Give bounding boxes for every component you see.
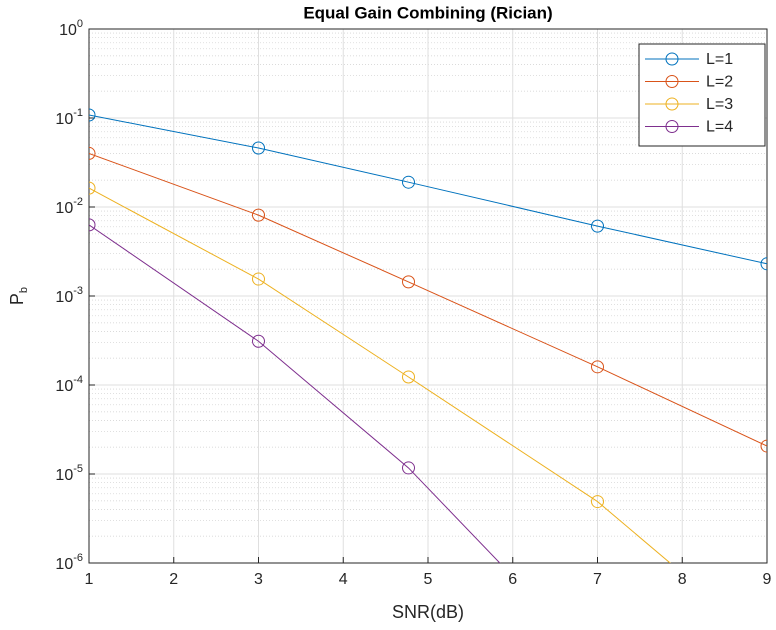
y-tick-label: 100 bbox=[59, 18, 83, 39]
data-point bbox=[252, 141, 265, 155]
x-tick-label: 1 bbox=[85, 571, 94, 588]
data-point bbox=[591, 495, 604, 509]
y-tick-label: 10-1 bbox=[55, 107, 83, 128]
data-point bbox=[591, 219, 604, 233]
x-axis-label: SNR(dB) bbox=[392, 602, 464, 622]
y-tick-label: 10-4 bbox=[55, 374, 83, 395]
plot-area bbox=[89, 108, 767, 563]
x-tick-label: 8 bbox=[678, 571, 687, 588]
data-point bbox=[760, 439, 767, 453]
data-point bbox=[89, 181, 96, 195]
data-point bbox=[89, 146, 96, 160]
legend-label: L=4 bbox=[706, 119, 733, 136]
x-tick-label: 3 bbox=[254, 571, 263, 588]
legend-label: L=3 bbox=[706, 96, 733, 113]
data-point bbox=[89, 218, 96, 232]
data-point bbox=[252, 208, 265, 222]
data-point bbox=[89, 108, 96, 122]
x-tick-label: 9 bbox=[763, 571, 772, 588]
y-tick-label: 10-5 bbox=[55, 463, 83, 484]
series-line bbox=[89, 224, 501, 563]
legend-box bbox=[638, 43, 766, 147]
series-line bbox=[89, 114, 767, 265]
data-point bbox=[402, 370, 416, 384]
x-tick-label: 5 bbox=[424, 571, 433, 588]
x-tick-label: 2 bbox=[169, 571, 178, 588]
legend-label: L=1 bbox=[706, 51, 733, 68]
legend-marker bbox=[665, 97, 679, 111]
data-point bbox=[402, 461, 416, 475]
data-point bbox=[402, 275, 416, 289]
data-point bbox=[402, 175, 416, 189]
data-point bbox=[252, 334, 265, 348]
y-tick-label: 10-2 bbox=[55, 196, 83, 217]
y-axis-label: Pb bbox=[7, 287, 30, 305]
x-tick-label: 4 bbox=[339, 571, 348, 588]
legend-label: L=2 bbox=[706, 74, 733, 91]
chart-title: Equal Gain Combining (Rician) bbox=[303, 3, 552, 22]
legend-marker bbox=[665, 52, 679, 66]
series-line bbox=[89, 187, 671, 563]
data-point bbox=[591, 360, 604, 374]
y-tick-label: 10-3 bbox=[55, 285, 83, 306]
x-tick-label: 7 bbox=[593, 571, 602, 588]
legend-marker bbox=[665, 120, 679, 133]
data-point bbox=[760, 257, 767, 271]
y-tick-label: 10-6 bbox=[55, 552, 83, 573]
x-tick-label: 6 bbox=[508, 571, 517, 588]
legend-marker bbox=[665, 75, 679, 88]
plot-frame bbox=[88, 28, 768, 564]
series-line bbox=[89, 152, 767, 447]
data-point bbox=[252, 272, 265, 286]
